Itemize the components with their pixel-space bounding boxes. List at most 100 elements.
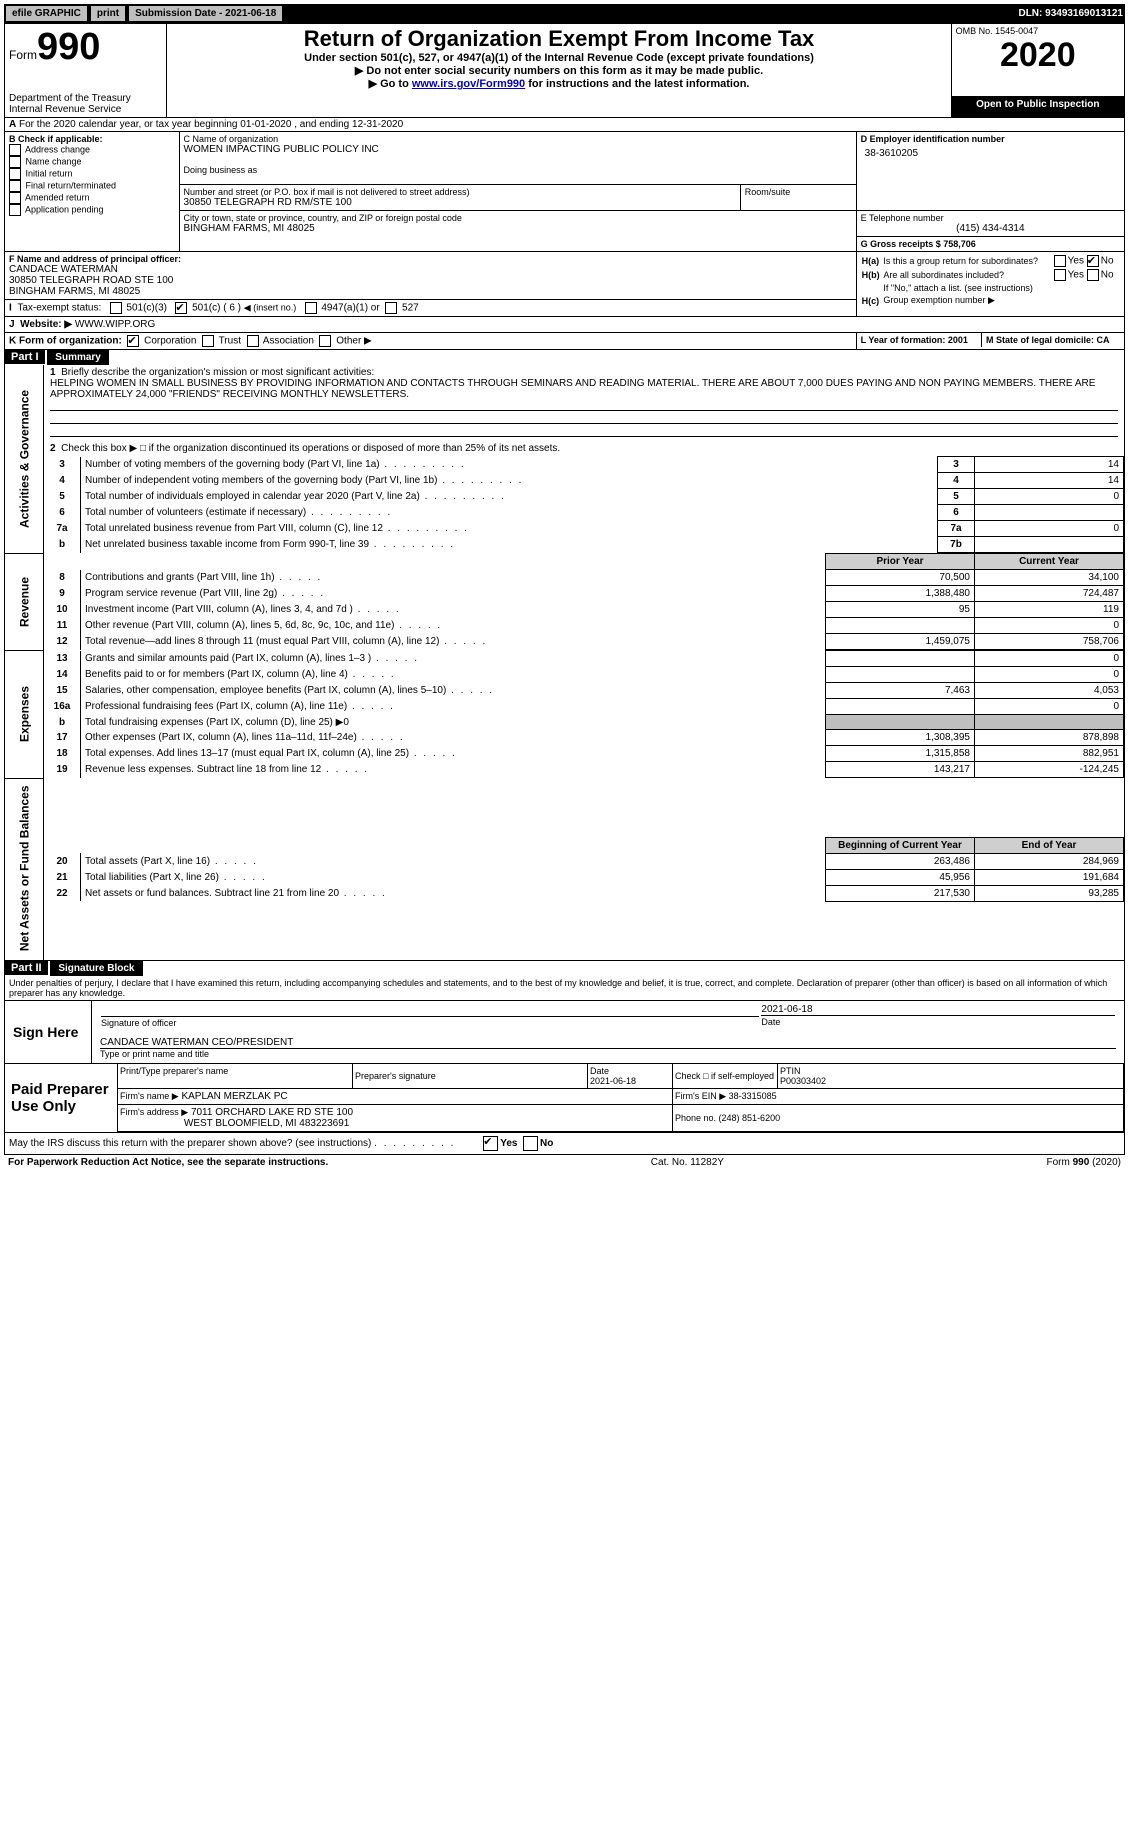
curr-val: 758,706 bbox=[975, 634, 1124, 650]
f-l1: CANDACE WATERMAN bbox=[9, 264, 852, 275]
irs-link[interactable]: www.irs.gov/Form990 bbox=[412, 78, 525, 90]
line-desc: Total fundraising expenses (Part IX, col… bbox=[81, 715, 826, 730]
lineno: 19 bbox=[44, 762, 81, 778]
prior-val: 143,217 bbox=[826, 762, 975, 778]
lineno: 16a bbox=[44, 699, 81, 715]
efile-graphic-btn[interactable]: efile GRAPHIC bbox=[6, 6, 87, 21]
sig-date: 2021-06-18 bbox=[761, 1004, 1115, 1015]
i-501c[interactable] bbox=[175, 302, 187, 314]
prior-val: 7,463 bbox=[826, 683, 975, 699]
boxb-opt[interactable]: Initial return bbox=[9, 168, 175, 180]
lineno: 13 bbox=[44, 651, 81, 667]
fyr: 2020 bbox=[1095, 1157, 1117, 1168]
dy: Yes bbox=[500, 1138, 517, 1149]
sub3: ▶ Go to www.irs.gov/Form990 for instruct… bbox=[171, 77, 946, 90]
ha-yes[interactable] bbox=[1054, 255, 1066, 267]
prior-val: 70,500 bbox=[826, 570, 975, 586]
form-header-table: Form990 Department of the Treasury Inter… bbox=[4, 23, 1125, 118]
print-btn[interactable]: print bbox=[91, 6, 125, 21]
lineno: 15 bbox=[44, 683, 81, 699]
lineno: 14 bbox=[44, 667, 81, 683]
mission: HELPING WOMEN IN SMALL BUSINESS BY PROVI… bbox=[50, 378, 1095, 400]
line-desc: Total expenses. Add lines 13–17 (must eq… bbox=[81, 746, 826, 762]
part1-tag: Part I bbox=[5, 350, 45, 364]
i-501c3[interactable] bbox=[110, 302, 122, 314]
hb-no[interactable] bbox=[1087, 269, 1099, 281]
k-corp[interactable] bbox=[127, 335, 139, 347]
curr-val: 93,285 bbox=[975, 885, 1124, 901]
j-label: Website: ▶ bbox=[20, 319, 72, 330]
boxb-opt[interactable]: Amended return bbox=[9, 192, 175, 204]
firmein: Firm's EIN ▶ 38-3315085 bbox=[673, 1089, 1124, 1105]
line-val: 0 bbox=[975, 489, 1124, 505]
line-desc: Total revenue—add lines 8 through 11 (mu… bbox=[81, 634, 826, 650]
line-desc: Total liabilities (Part X, line 26) bbox=[81, 869, 826, 885]
g-receipts: G Gross receipts $ 758,706 bbox=[861, 239, 1120, 249]
curr-val: 878,898 bbox=[975, 730, 1124, 746]
submission-date: Submission Date - 2021-06-18 bbox=[129, 6, 282, 21]
pname-l: Print/Type preparer's name bbox=[120, 1066, 350, 1076]
typed-name: CANDACE WATERMAN CEO/PRESIDENT bbox=[100, 1029, 1116, 1049]
boxb-opt[interactable]: Name change bbox=[9, 156, 175, 168]
i-o1: 501(c)(3) bbox=[126, 303, 167, 314]
ptin-l: PTIN bbox=[780, 1066, 1121, 1076]
e-label: E Telephone number bbox=[861, 213, 1120, 223]
discuss: May the IRS discuss this return with the… bbox=[9, 1138, 371, 1149]
boxb-opt[interactable]: Final return/terminated bbox=[9, 180, 175, 192]
typed-l: Type or print name and title bbox=[100, 1049, 1116, 1059]
l-year: L Year of formation: 2001 bbox=[857, 333, 982, 347]
line-desc: Number of voting members of the governin… bbox=[81, 457, 938, 473]
k2: Trust bbox=[219, 336, 241, 347]
k-trust[interactable] bbox=[202, 335, 214, 347]
line-desc: Professional fundraising fees (Part IX, … bbox=[81, 699, 826, 715]
line-val: 0 bbox=[975, 521, 1124, 537]
q2: Check this box ▶ □ if the organization d… bbox=[61, 443, 560, 454]
form-990: 990 bbox=[37, 26, 100, 68]
lineno: 22 bbox=[44, 885, 81, 901]
footer-r: Form 990 (2020) bbox=[1047, 1157, 1122, 1168]
k-other[interactable] bbox=[319, 335, 331, 347]
hb-yes[interactable] bbox=[1054, 269, 1066, 281]
boxb-opt[interactable]: Address change bbox=[9, 144, 175, 156]
line-desc: Total number of volunteers (estimate if … bbox=[81, 505, 938, 521]
line-box: 7a bbox=[938, 521, 975, 537]
k-assoc[interactable] bbox=[247, 335, 259, 347]
i-4947[interactable] bbox=[305, 302, 317, 314]
discuss-yes[interactable] bbox=[483, 1136, 498, 1151]
date-l: Date bbox=[761, 1015, 1115, 1027]
prior-val bbox=[826, 618, 975, 634]
boxb-opt[interactable]: Application pending bbox=[9, 204, 175, 216]
line-val bbox=[975, 505, 1124, 521]
topbar: efile GRAPHIC print Submission Date - 20… bbox=[4, 4, 1125, 23]
sign-here: Sign Here bbox=[5, 1001, 92, 1064]
room-label: Room/suite bbox=[745, 187, 852, 197]
ha-no[interactable] bbox=[1087, 255, 1099, 267]
addr: 30850 TELEGRAPH RD RM/STE 100 bbox=[184, 197, 736, 208]
line-desc: Program service revenue (Part VIII, line… bbox=[81, 586, 826, 602]
curr-val bbox=[975, 715, 1124, 730]
phone: (415) 434-4314 bbox=[861, 223, 1120, 234]
discuss-no[interactable] bbox=[523, 1136, 538, 1151]
curr-val: 724,487 bbox=[975, 586, 1124, 602]
k3: Association bbox=[263, 336, 314, 347]
f-l2: 30850 TELEGRAPH ROAD STE 100 bbox=[9, 275, 852, 286]
dept: Department of the Treasury Internal Reve… bbox=[9, 93, 162, 115]
curr-val: 119 bbox=[975, 602, 1124, 618]
lineno: 6 bbox=[44, 505, 81, 521]
dln: DLN: 93493169013121 bbox=[1018, 8, 1123, 19]
line-desc: Other revenue (Part VIII, column (A), li… bbox=[81, 618, 826, 634]
line-desc: Net assets or fund balances. Subtract li… bbox=[81, 885, 826, 901]
dn: No bbox=[540, 1138, 553, 1149]
prior-val: 1,459,075 bbox=[826, 634, 975, 650]
omb: OMB No. 1545-0047 bbox=[956, 26, 1120, 36]
i-527[interactable] bbox=[385, 302, 397, 314]
curr-val: 0 bbox=[975, 618, 1124, 634]
period-text: For the 2020 calendar year, or tax year … bbox=[19, 119, 403, 130]
dba-label: Doing business as bbox=[184, 165, 852, 175]
footer-l: For Paperwork Reduction Act Notice, see … bbox=[8, 1157, 328, 1168]
lineno: 5 bbox=[44, 489, 81, 505]
prior-val: 45,956 bbox=[826, 869, 975, 885]
line-val: 14 bbox=[975, 473, 1124, 489]
q1: Briefly describe the organization's miss… bbox=[61, 367, 374, 378]
sub1: Under section 501(c), 527, or 4947(a)(1)… bbox=[171, 52, 946, 64]
